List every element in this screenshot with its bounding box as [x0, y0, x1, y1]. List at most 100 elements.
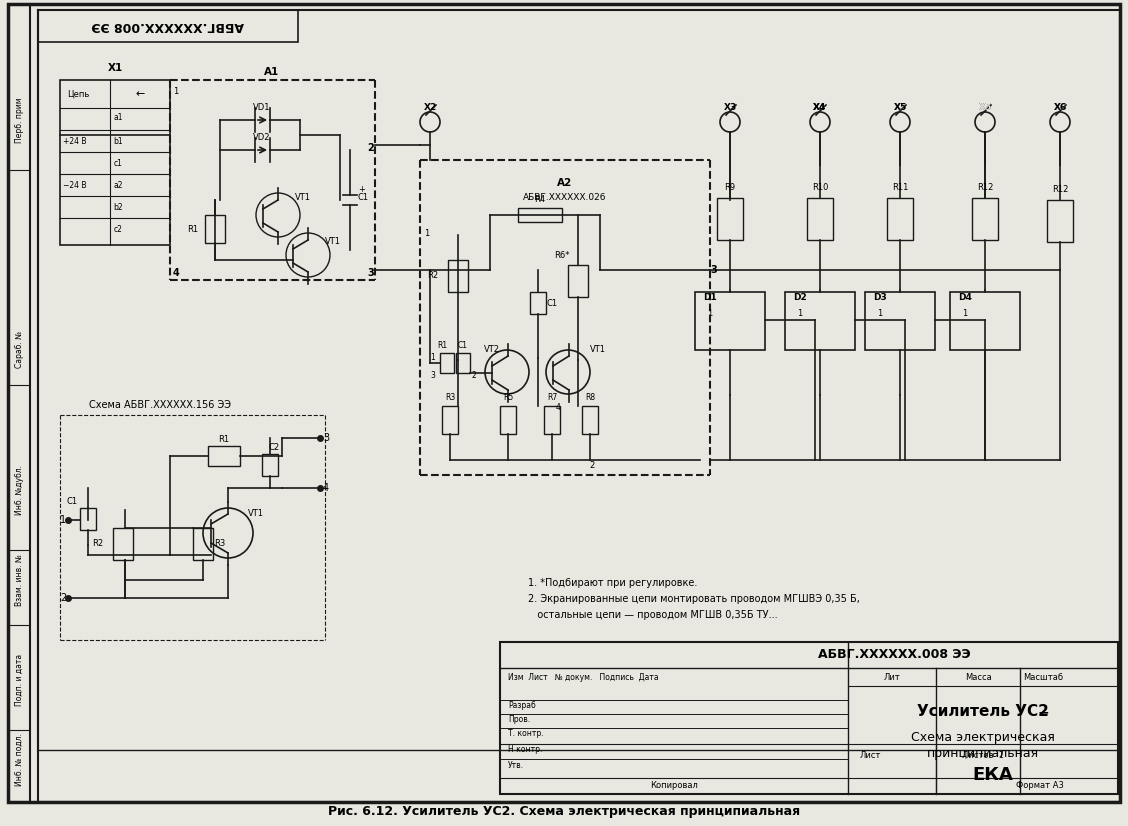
- Text: остальные цепи — проводом МГШВ 0,35Б ТУ...: остальные цепи — проводом МГШВ 0,35Б ТУ.…: [528, 610, 777, 620]
- Text: X5: X5: [893, 103, 907, 112]
- Text: 2: 2: [60, 593, 67, 603]
- Bar: [569, 265, 588, 297]
- Text: VT1: VT1: [248, 509, 264, 518]
- Bar: [785, 292, 855, 350]
- Text: 1: 1: [424, 229, 430, 238]
- Text: C1: C1: [546, 298, 557, 307]
- Text: R1: R1: [437, 341, 447, 350]
- Text: R11: R11: [892, 183, 908, 192]
- Bar: [456, 353, 470, 373]
- Text: R6*: R6*: [554, 250, 570, 259]
- Bar: [582, 406, 598, 434]
- Text: АБВГ.XXXXXX.008 ЭЭ: АБВГ.XXXXXX.008 ЭЭ: [818, 648, 970, 662]
- Text: −: −: [1037, 705, 1049, 719]
- Bar: [208, 446, 240, 466]
- Text: Формат А3: Формат А3: [1016, 781, 1064, 790]
- Bar: [807, 198, 832, 240]
- Text: R1: R1: [219, 435, 230, 444]
- Bar: [442, 406, 458, 434]
- Text: Инб. №дубл.: Инб. №дубл.: [15, 465, 24, 515]
- Bar: [717, 198, 743, 240]
- Text: X2: X2: [423, 103, 437, 112]
- Text: R8: R8: [585, 393, 596, 402]
- Text: Инб. № подл.: Инб. № подл.: [15, 733, 24, 786]
- Text: R2: R2: [91, 539, 103, 548]
- Text: X3: X3: [723, 103, 737, 112]
- Text: Разраб: Разраб: [508, 701, 536, 710]
- Bar: [544, 406, 559, 434]
- Text: D1: D1: [703, 293, 717, 302]
- Text: 1: 1: [878, 308, 882, 317]
- Text: 4: 4: [323, 483, 329, 493]
- Text: D3: D3: [873, 293, 887, 302]
- Text: Взам. инв. №: Взам. инв. №: [15, 554, 24, 606]
- Text: R5: R5: [503, 393, 513, 402]
- Text: R3: R3: [444, 393, 455, 402]
- Text: X4: X4: [813, 103, 827, 112]
- Text: Листов  1: Листов 1: [962, 752, 1004, 761]
- Text: Масса: Масса: [964, 672, 992, 681]
- Text: X6: X6: [1054, 103, 1067, 112]
- Text: 1: 1: [431, 354, 435, 363]
- Bar: [500, 642, 1118, 794]
- Text: C2: C2: [268, 444, 280, 453]
- Text: Лит: Лит: [883, 672, 900, 681]
- Text: VT1: VT1: [325, 238, 341, 246]
- Text: R7: R7: [547, 393, 557, 402]
- Text: R9: R9: [724, 183, 735, 192]
- Text: 1: 1: [797, 308, 803, 317]
- Bar: [440, 353, 453, 373]
- Text: Усилитель УС2: Усилитель УС2: [917, 705, 1049, 719]
- Text: Рис. 6.12. Усилитель УС2. Схема электрическая принципиальная: Рис. 6.12. Усилитель УС2. Схема электрич…: [328, 805, 800, 819]
- Text: X1: X1: [107, 63, 123, 73]
- Text: АБВГ.XXXXXX.008 ЭЭ: АБВГ.XXXXXX.008 ЭЭ: [91, 20, 245, 32]
- Text: 2: 2: [589, 461, 594, 469]
- Text: X6: X6: [1054, 103, 1067, 112]
- Text: 2: 2: [472, 372, 476, 381]
- Text: Схема электрическая: Схема электрическая: [911, 732, 1055, 744]
- Text: +24 В: +24 В: [63, 136, 87, 145]
- Text: 3: 3: [711, 265, 717, 275]
- Text: c2: c2: [114, 225, 123, 235]
- Text: 3: 3: [368, 268, 374, 278]
- Text: Цепь: Цепь: [67, 89, 89, 98]
- Text: VT1: VT1: [296, 192, 311, 202]
- Bar: [448, 260, 468, 292]
- Text: Изм  Лист   № докум.   Подпись  Дата: Изм Лист № докум. Подпись Дата: [508, 673, 659, 682]
- Bar: [530, 292, 546, 314]
- Text: C1: C1: [458, 341, 468, 350]
- Text: 1: 1: [60, 515, 67, 525]
- Text: b2: b2: [113, 203, 123, 212]
- Text: 3: 3: [431, 372, 435, 381]
- Text: R12: R12: [1051, 186, 1068, 194]
- Text: X4: X4: [813, 103, 827, 112]
- Text: А2: А2: [557, 178, 573, 188]
- Bar: [500, 406, 515, 434]
- Text: ←: ←: [135, 89, 144, 99]
- Text: R1: R1: [187, 225, 199, 234]
- Text: D2: D2: [793, 293, 807, 302]
- Text: X5: X5: [978, 103, 992, 112]
- Text: Перб. прим: Перб. прим: [15, 97, 24, 143]
- Bar: [193, 528, 213, 560]
- Bar: [113, 528, 133, 560]
- Text: b1: b1: [113, 136, 123, 145]
- Bar: [865, 292, 935, 350]
- Bar: [518, 208, 562, 222]
- Bar: [60, 80, 170, 245]
- Text: Схема АБВГ.XXXXXX.156 ЭЭ: Схема АБВГ.XXXXXX.156 ЭЭ: [89, 400, 231, 410]
- Text: VD1: VD1: [254, 103, 271, 112]
- Text: а2: а2: [113, 182, 123, 191]
- Bar: [205, 215, 224, 243]
- Text: Копировал: Копировал: [650, 781, 698, 790]
- Text: Сараб. №: Сараб. №: [15, 331, 24, 368]
- Bar: [950, 292, 1020, 350]
- Text: Лист: Лист: [860, 752, 881, 761]
- Text: R10: R10: [812, 183, 828, 192]
- Text: 1: 1: [962, 308, 968, 317]
- Text: Т. контр.: Т. контр.: [508, 729, 544, 738]
- Text: X5: X5: [893, 103, 907, 112]
- Text: R12: R12: [977, 183, 993, 192]
- Text: Утв.: Утв.: [508, 761, 525, 770]
- Text: D4: D4: [958, 293, 972, 302]
